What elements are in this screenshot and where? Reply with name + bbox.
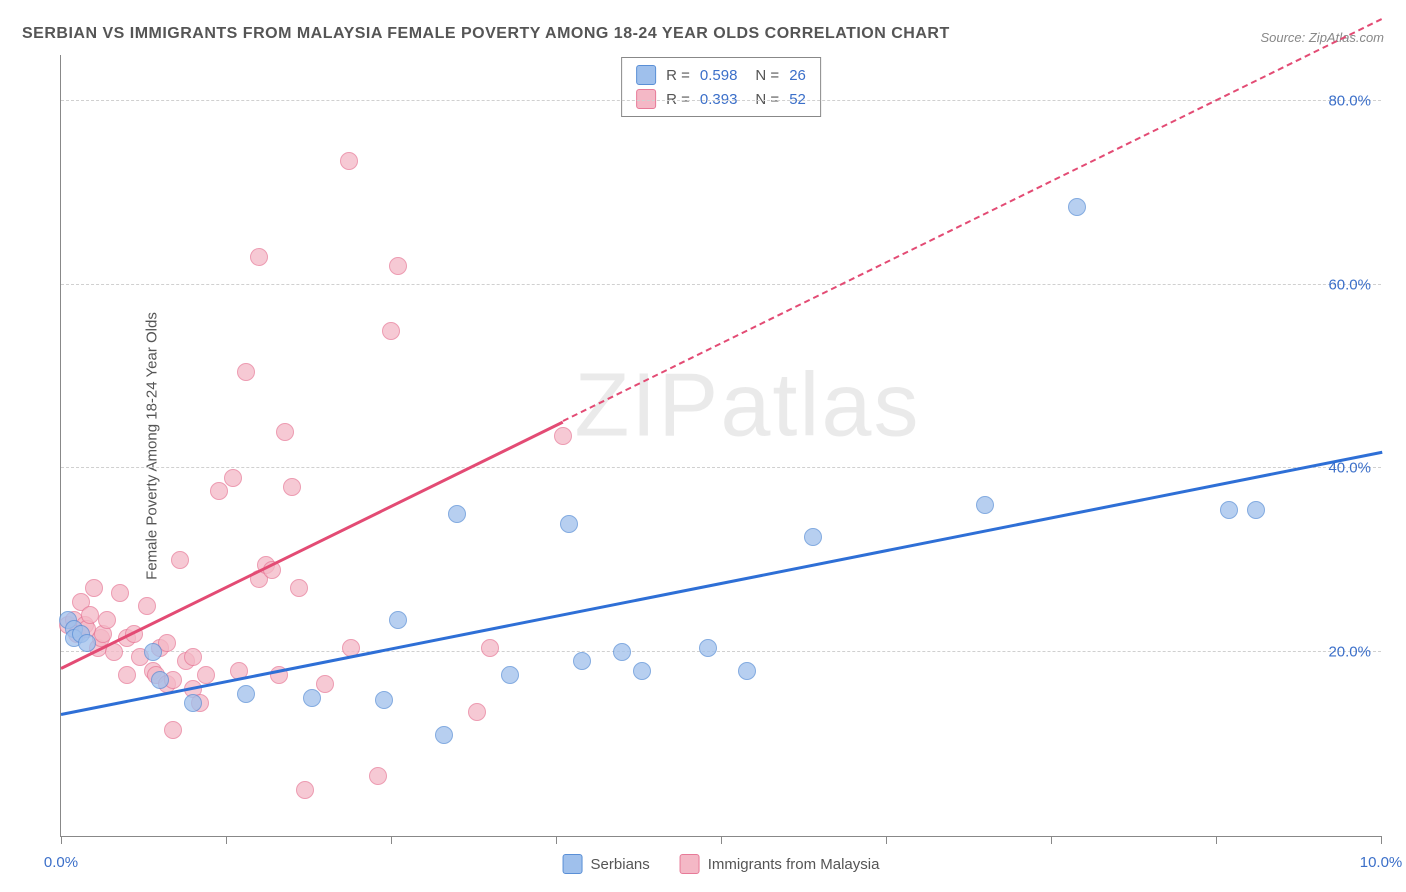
- scatter-point: [118, 666, 136, 684]
- scatter-point: [81, 606, 99, 624]
- series-legend-item: Immigrants from Malaysia: [680, 854, 880, 874]
- scatter-point: [296, 781, 314, 799]
- x-tick: [556, 836, 557, 844]
- scatter-point: [224, 469, 242, 487]
- legend-swatch: [636, 65, 656, 85]
- stat-r-value: 0.598: [700, 67, 738, 84]
- trend-line: [60, 420, 563, 669]
- scatter-point: [144, 643, 162, 661]
- scatter-point: [369, 767, 387, 785]
- scatter-point: [560, 515, 578, 533]
- y-tick-label: 20.0%: [1328, 644, 1371, 661]
- scatter-point: [448, 505, 466, 523]
- scatter-point: [283, 478, 301, 496]
- scatter-point: [554, 427, 572, 445]
- legend-swatch: [563, 854, 583, 874]
- series-legend: Serbians Immigrants from Malaysia: [563, 854, 880, 874]
- scatter-point: [375, 691, 393, 709]
- series-name: Serbians: [591, 856, 650, 873]
- scatter-point: [171, 551, 189, 569]
- scatter-point: [316, 675, 334, 693]
- scatter-point: [237, 363, 255, 381]
- scatter-point: [98, 611, 116, 629]
- gridline: [61, 467, 1381, 468]
- scatter-point: [197, 666, 215, 684]
- legend-swatch: [680, 854, 700, 874]
- scatter-point: [303, 689, 321, 707]
- series-name: Immigrants from Malaysia: [708, 856, 880, 873]
- x-tick: [61, 836, 62, 844]
- scatter-point: [290, 579, 308, 597]
- x-tick-label: 0.0%: [44, 854, 78, 871]
- scatter-point: [481, 639, 499, 657]
- scatter-point: [382, 322, 400, 340]
- scatter-point: [1220, 501, 1238, 519]
- series-legend-item: Serbians: [563, 854, 650, 874]
- scatter-point: [573, 652, 591, 670]
- scatter-point: [1247, 501, 1265, 519]
- x-tick-label: 10.0%: [1360, 854, 1403, 871]
- plot-area: ZIPatlas R = 0.598 N = 26 R = 0.393 N = …: [60, 55, 1381, 837]
- scatter-point: [738, 662, 756, 680]
- y-tick-label: 80.0%: [1328, 92, 1371, 109]
- gridline: [61, 100, 1381, 101]
- x-tick: [226, 836, 227, 844]
- scatter-point: [276, 423, 294, 441]
- stat-n-value: 26: [789, 67, 806, 84]
- scatter-point: [250, 248, 268, 266]
- x-tick: [1051, 836, 1052, 844]
- scatter-point: [1068, 198, 1086, 216]
- chart-title: SERBIAN VS IMMIGRANTS FROM MALAYSIA FEMA…: [22, 25, 950, 43]
- gridline: [61, 284, 1381, 285]
- x-tick: [1381, 836, 1382, 844]
- scatter-point: [237, 685, 255, 703]
- scatter-point: [501, 666, 519, 684]
- x-tick: [391, 836, 392, 844]
- scatter-point: [699, 639, 717, 657]
- scatter-point: [210, 482, 228, 500]
- correlation-chart: SERBIAN VS IMMIGRANTS FROM MALAYSIA FEMA…: [0, 0, 1406, 892]
- chart-source: Source: ZipAtlas.com: [1260, 30, 1384, 45]
- scatter-point: [340, 152, 358, 170]
- scatter-point: [389, 257, 407, 275]
- scatter-point: [633, 662, 651, 680]
- watermark: ZIPatlas: [574, 355, 920, 458]
- scatter-point: [435, 726, 453, 744]
- x-tick: [1216, 836, 1217, 844]
- stat-legend: R = 0.598 N = 26 R = 0.393 N = 52: [621, 57, 821, 117]
- scatter-point: [111, 584, 129, 602]
- y-tick-label: 60.0%: [1328, 276, 1371, 293]
- x-tick: [886, 836, 887, 844]
- gridline: [61, 651, 1381, 652]
- scatter-point: [184, 648, 202, 666]
- scatter-point: [468, 703, 486, 721]
- scatter-point: [184, 694, 202, 712]
- stat-legend-row: R = 0.598 N = 26: [636, 63, 806, 87]
- scatter-point: [151, 671, 169, 689]
- scatter-point: [613, 643, 631, 661]
- x-tick: [721, 836, 722, 844]
- scatter-point: [804, 528, 822, 546]
- scatter-point: [976, 496, 994, 514]
- scatter-point: [164, 721, 182, 739]
- scatter-point: [389, 611, 407, 629]
- scatter-point: [85, 579, 103, 597]
- scatter-point: [138, 597, 156, 615]
